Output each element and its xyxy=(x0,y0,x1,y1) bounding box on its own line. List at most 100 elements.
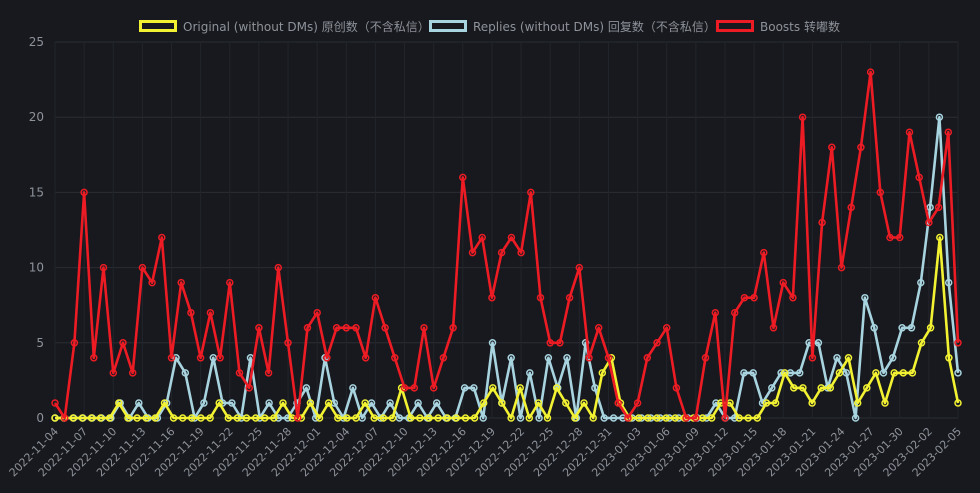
data-point xyxy=(536,293,545,302)
data-point xyxy=(352,414,360,422)
data-point xyxy=(526,369,534,377)
data-point xyxy=(391,354,399,362)
data-point xyxy=(872,369,880,377)
data-point xyxy=(925,218,933,227)
data-point xyxy=(370,414,378,422)
data-point xyxy=(692,414,700,422)
data-point xyxy=(750,293,758,302)
data-point xyxy=(124,414,132,422)
data-point xyxy=(128,369,137,377)
data-point xyxy=(798,113,807,121)
data-point xyxy=(672,384,681,392)
data-point xyxy=(769,324,778,332)
data-point xyxy=(604,354,613,362)
data-point xyxy=(468,248,477,257)
data-point xyxy=(274,263,283,272)
data-point xyxy=(525,414,534,422)
legend-item-replies[interactable]: Replies (without DMs) 回复数（不含私信） xyxy=(429,14,716,38)
data-point xyxy=(614,399,622,407)
data-point xyxy=(890,369,898,377)
data-point xyxy=(197,414,205,422)
data-point xyxy=(261,414,269,422)
data-point xyxy=(749,369,757,377)
data-point xyxy=(643,354,652,362)
data-point xyxy=(744,414,752,422)
data-point xyxy=(828,143,836,152)
data-point xyxy=(753,414,762,422)
data-point xyxy=(479,414,487,422)
data-point xyxy=(799,384,807,392)
data-point xyxy=(818,218,826,227)
data-point xyxy=(944,128,953,136)
data-point xyxy=(410,384,419,392)
data-point xyxy=(881,399,889,407)
data-point xyxy=(470,414,479,422)
legend-swatch-boosts xyxy=(716,20,754,32)
data-point xyxy=(712,399,720,407)
data-point xyxy=(562,399,570,407)
data-point xyxy=(633,399,642,407)
data-point xyxy=(406,414,415,422)
data-point xyxy=(565,293,574,302)
data-point xyxy=(835,369,844,377)
data-point xyxy=(334,414,342,422)
data-point xyxy=(80,188,88,197)
data-point xyxy=(934,203,943,212)
data-point xyxy=(740,293,749,302)
data-point xyxy=(416,414,424,422)
series-line xyxy=(53,70,960,420)
data-point xyxy=(142,414,150,422)
data-point xyxy=(507,414,515,422)
data-point xyxy=(395,414,404,422)
data-point xyxy=(434,414,442,422)
data-point xyxy=(251,414,260,422)
data-point xyxy=(293,414,302,422)
legend-item-original[interactable]: Original (without DMs) 原创数（不含私信） xyxy=(139,14,430,38)
data-point xyxy=(105,414,114,422)
data-point xyxy=(439,354,448,362)
data-point xyxy=(866,68,875,76)
data-point xyxy=(556,339,564,347)
data-point xyxy=(546,339,554,347)
data-point xyxy=(701,354,710,362)
data-point xyxy=(158,233,166,242)
data-point xyxy=(644,414,652,422)
data-point xyxy=(594,324,603,332)
data-point xyxy=(51,414,59,422)
data-point xyxy=(245,384,253,392)
data-point xyxy=(768,384,776,392)
data-point xyxy=(516,414,525,422)
data-point xyxy=(898,324,906,332)
data-point xyxy=(138,263,147,272)
legend-item-boosts[interactable]: Boosts 转嘟数 xyxy=(716,14,840,38)
data-point xyxy=(853,399,862,407)
data-point xyxy=(181,369,190,377)
data-point xyxy=(585,354,593,362)
data-point xyxy=(671,414,679,422)
data-point xyxy=(488,339,497,347)
data-point xyxy=(563,354,571,362)
data-point xyxy=(609,414,618,422)
data-point xyxy=(711,308,720,317)
data-point xyxy=(908,369,917,377)
data-point xyxy=(284,339,292,347)
data-point xyxy=(264,369,273,377)
data-point xyxy=(517,248,525,257)
data-point xyxy=(863,384,871,392)
data-point xyxy=(762,399,771,407)
data-point xyxy=(449,324,457,332)
data-point xyxy=(361,354,370,362)
data-point xyxy=(544,354,553,362)
data-point xyxy=(209,354,218,362)
data-point xyxy=(302,384,311,392)
data-point xyxy=(497,248,506,257)
data-point xyxy=(944,278,953,287)
data-point xyxy=(760,248,768,257)
data-point xyxy=(915,173,923,182)
data-point xyxy=(216,354,224,362)
data-point xyxy=(96,414,105,422)
data-point xyxy=(379,414,388,422)
data-point xyxy=(886,233,894,242)
data-point xyxy=(226,278,234,287)
